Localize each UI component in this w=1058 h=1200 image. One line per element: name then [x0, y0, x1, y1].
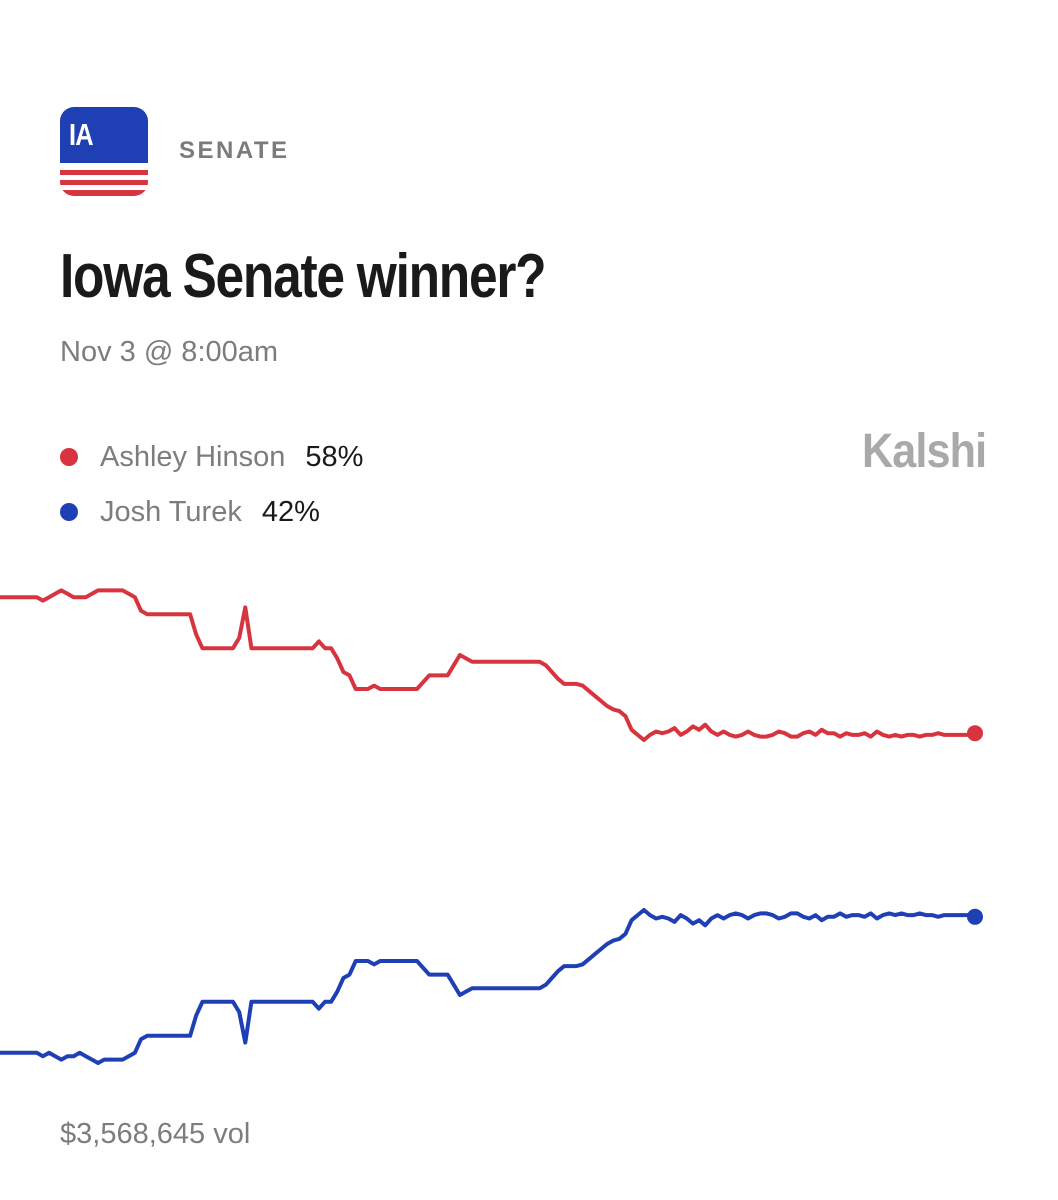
series-line-josh-turek	[0, 908, 977, 1065]
legend-value: 58%	[305, 440, 364, 473]
legend-dot-blue	[60, 503, 78, 521]
legend-dot-red	[60, 448, 78, 466]
state-code: IA	[69, 117, 94, 152]
legend-name: Josh Turek	[100, 495, 242, 528]
legend-item-josh-turek: Josh Turek 42%	[60, 495, 320, 529]
price-chart	[0, 588, 983, 1065]
legend-name: Ashley Hinson	[100, 440, 286, 473]
volume-label: $3,568,645 vol	[60, 1118, 251, 1150]
badge-stripe	[60, 170, 148, 175]
legend-value: 42%	[261, 495, 320, 528]
series-end-point-josh-turek	[967, 908, 983, 925]
badge-stripe	[60, 180, 148, 185]
series-end-point-ashley-hinson	[967, 725, 983, 742]
category-label: SENATE	[179, 137, 290, 164]
badge-blue-field	[60, 107, 148, 163]
market-date: Nov 3 @ 8:00am	[60, 336, 279, 368]
state-badge-icon: IA	[60, 107, 148, 196]
page-title: Iowa Senate winner?	[60, 242, 547, 311]
kalshi-logo: Kalshi	[862, 425, 987, 478]
badge-stripe	[60, 190, 148, 196]
legend-item-ashley-hinson: Ashley Hinson 58%	[60, 440, 363, 474]
series-line-ashley-hinson	[0, 588, 977, 742]
